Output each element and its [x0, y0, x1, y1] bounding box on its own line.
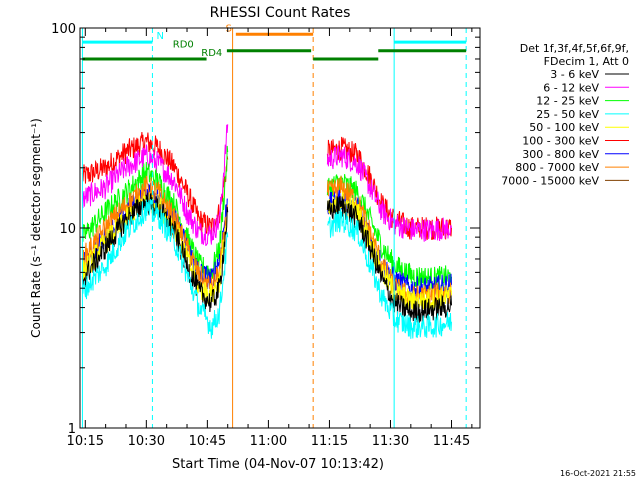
series-line-1-0 — [81, 124, 229, 247]
y-tick-label-0: 1 — [68, 422, 76, 437]
x-tick-label-0: 10:15 — [67, 434, 104, 449]
legend-label-5: 100 - 300 keV — [522, 135, 599, 148]
y-tick-label-1: 10 — [59, 222, 76, 237]
x-tick-label-1: 10:30 — [128, 434, 165, 449]
series-line-0-0 — [81, 131, 229, 236]
chart-title: RHESSI Count Rates — [210, 5, 351, 21]
legend-label-2: 12 - 25 keV — [536, 95, 599, 108]
legend-label-6: 300 - 800 keV — [522, 148, 599, 161]
series-line-4-1 — [326, 175, 452, 309]
legend-header-1: FDecim 1, Att 0 — [544, 55, 629, 68]
state-bar-label-2: RD0 — [173, 40, 194, 51]
state-bar-label-1: S — [226, 23, 232, 34]
x-axis-label: Start Time (04-Nov-07 10:13:42) — [172, 457, 384, 472]
series-line-7-1 — [327, 208, 452, 339]
x-tick-label-5: 11:30 — [372, 434, 409, 449]
y-tick-label-2: 100 — [51, 22, 76, 37]
legend-label-1: 6 - 12 keV — [543, 81, 599, 94]
state-bar-label-0: N — [157, 31, 164, 42]
legend-header-0: Det 1f,3f,4f,5f,6f,9f, — [520, 42, 629, 55]
series-line-7-0 — [81, 199, 229, 339]
x-tick-label-4: 11:15 — [311, 434, 348, 449]
legend-label-4: 50 - 100 keV — [529, 121, 599, 134]
legend-label-7: 800 - 7000 keV — [515, 161, 599, 174]
legend-label-3: 25 - 50 keV — [536, 108, 599, 121]
footer-timestamp: 16-Oct-2021 21:55 — [560, 469, 636, 478]
legend-label-0: 3 - 6 keV — [550, 68, 599, 81]
state-bar-label-3: RD4 — [201, 48, 222, 59]
series-line-6-1 — [326, 195, 452, 323]
series-line-2-1 — [326, 174, 452, 290]
plot-area: N S RD0 RD4 — [81, 23, 467, 428]
x-tick-label-3: 11:00 — [250, 434, 287, 449]
x-tick-label-6: 11:45 — [433, 434, 470, 449]
y-axis-label: Count Rate (s⁻¹ detector segment⁻¹) — [29, 118, 43, 338]
series-line-1-1 — [326, 145, 452, 242]
legend: Det 1f,3f,4f,5f,6f,9f,FDecim 1, Att 03 -… — [501, 42, 629, 187]
series-line-3-1 — [326, 189, 452, 302]
series-line-5-1 — [326, 190, 452, 312]
legend-label-8: 7000 - 15000 keV — [501, 174, 599, 187]
x-tick-label-2: 10:45 — [189, 434, 226, 449]
axes: 10:15 10:30 10:45 11:00 11:15 11:30 11:45 1 10 10… — [51, 22, 480, 449]
